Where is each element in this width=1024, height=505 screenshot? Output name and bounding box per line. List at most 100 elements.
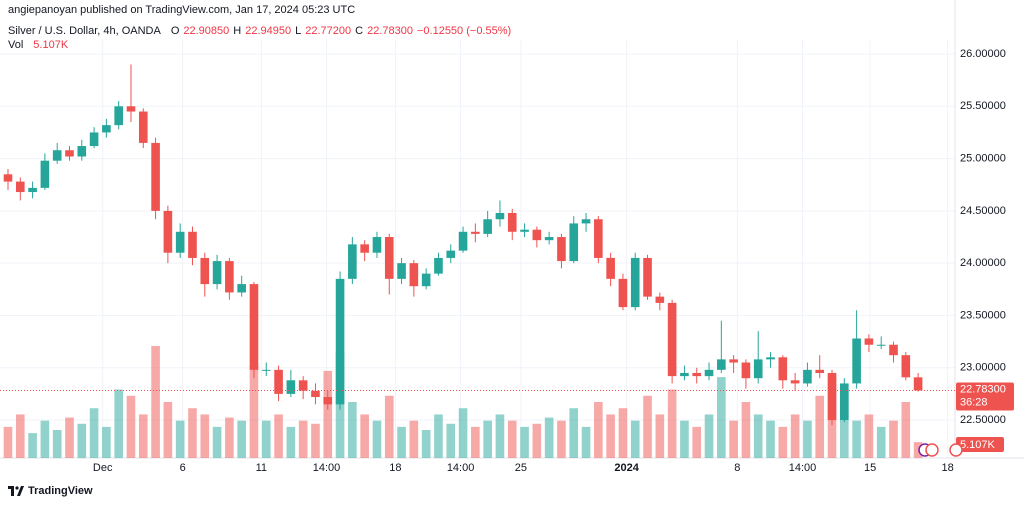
candle-body: [249, 284, 259, 370]
c-label: C: [355, 25, 364, 37]
volume-bar: [901, 402, 911, 458]
x-tick-label: 25: [515, 462, 527, 474]
candle-body: [803, 369, 812, 384]
candle-body: [889, 344, 898, 356]
h-label: H: [233, 25, 242, 37]
x-tick-label: 14:00: [313, 462, 341, 474]
candle-body: [286, 380, 296, 394]
brand: TradingView: [28, 485, 93, 497]
candle-body: [729, 359, 738, 363]
volume-bar: [274, 414, 283, 458]
volume-bar: [680, 420, 689, 458]
volume-bar: [815, 395, 825, 458]
volume-bar: [864, 414, 874, 458]
candle-body: [323, 397, 333, 405]
volume-bar: [175, 420, 185, 458]
volume-bar: [569, 408, 579, 458]
volume-bar: [643, 395, 652, 458]
volume-bar: [360, 414, 369, 458]
candle-body: [606, 257, 615, 279]
volume-bar: [237, 420, 246, 458]
volume-bar: [151, 346, 160, 458]
candle-body: [766, 357, 775, 360]
volume-tag-label: 5.107K: [960, 439, 996, 451]
volume-bar: [704, 414, 714, 458]
symbol: Silver / U.S. Dollar, 4h, OANDA: [8, 25, 161, 37]
candle-body: [544, 237, 554, 241]
volume-bar: [52, 430, 62, 458]
candle-body: [89, 132, 99, 147]
x-tick-label: Dec: [93, 462, 113, 474]
candle-body: [790, 380, 800, 384]
candle-body: [446, 250, 456, 258]
candle-body: [827, 372, 837, 421]
volume-bar: [581, 426, 591, 458]
volume-bar: [311, 423, 320, 458]
volume-bar: [3, 426, 13, 458]
volume-bar: [618, 408, 628, 458]
volume-tag: [956, 437, 1004, 452]
o-value: 22.90850: [183, 25, 230, 37]
volume-bar: [876, 426, 886, 458]
y-tick-label: 22.50000: [960, 414, 1006, 426]
candle-body: [520, 229, 529, 232]
candle-body: [680, 372, 689, 377]
y-tick-label: 23.50000: [960, 309, 1006, 321]
candle-body: [557, 237, 566, 262]
x-tick-label: 15: [864, 462, 876, 474]
candle-body: [495, 212, 505, 220]
candle-body: [126, 106, 136, 112]
x-tick-label: 18: [389, 462, 401, 474]
volume-bar: [889, 420, 898, 458]
volume-bar: [544, 417, 554, 458]
candle-body: [507, 212, 517, 232]
logo: [8, 486, 24, 496]
candle-body: [114, 106, 123, 126]
candle-body: [397, 263, 406, 279]
volume-bar: [261, 420, 271, 458]
volume-bar: [77, 423, 87, 458]
candle-body: [212, 261, 222, 285]
candle-body: [471, 231, 480, 234]
x-tick-label: 8: [734, 462, 740, 474]
x-tick-label: 11: [256, 462, 267, 474]
candle-body: [372, 237, 382, 253]
candle-body: [237, 284, 246, 293]
candle-body: [348, 244, 357, 279]
publish-note: angiepanoyan published on TradingView.co…: [8, 4, 356, 16]
volume-bar: [790, 414, 800, 458]
candle-body: [840, 383, 849, 421]
volume-bar: [249, 364, 259, 458]
candle-body: [876, 344, 886, 346]
candle-body: [188, 231, 197, 258]
candle-body: [225, 261, 234, 293]
volume-bar: [557, 420, 566, 458]
candle-body: [778, 357, 788, 381]
change: −0.12550 (−0.55%): [416, 25, 512, 37]
candle-body: [852, 338, 861, 384]
volume-bar: [852, 420, 861, 458]
x-tick-label: 18: [941, 462, 953, 474]
vol-legend: Vol 5.107K: [8, 39, 68, 51]
volume-bar: [520, 426, 529, 458]
volume-bar: [65, 417, 74, 458]
candle-body: [434, 257, 443, 274]
candle-body: [40, 160, 50, 188]
x-tick-label: 2024: [614, 462, 639, 474]
candle-body: [175, 231, 185, 253]
candle-body: [151, 142, 160, 211]
volume-bar: [458, 408, 468, 458]
candle-body: [138, 111, 148, 143]
volume-bar: [507, 420, 517, 458]
vol-label: Vol: [8, 39, 24, 51]
x-tick-label: 14:00: [447, 462, 475, 474]
volume-bar: [840, 389, 849, 458]
y-tick-label: 24.00000: [960, 257, 1006, 269]
volume-bar: [138, 414, 148, 458]
candle-body: [335, 278, 345, 405]
volume-bar: [421, 430, 431, 458]
volume-bar: [594, 402, 603, 458]
y-tick-label: 25.50000: [960, 100, 1006, 112]
candle-body: [77, 146, 87, 157]
